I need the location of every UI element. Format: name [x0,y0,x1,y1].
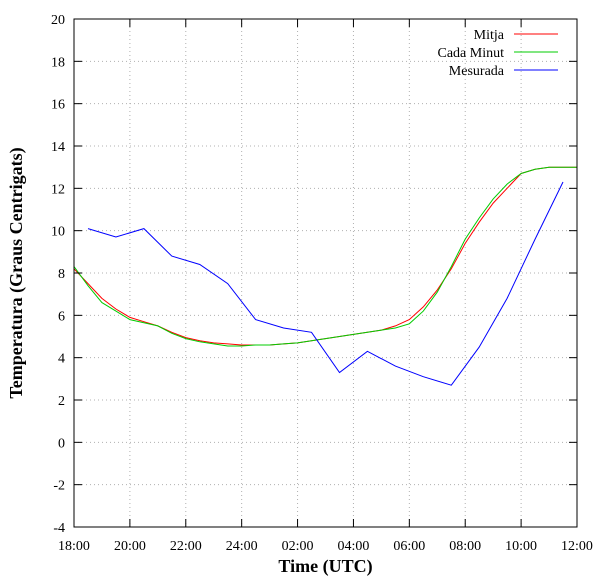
y-tick-label: -4 [53,521,65,536]
y-tick-label: 10 [51,225,65,240]
y-tick-label: 4 [58,352,65,367]
y-tick-label: -2 [53,479,65,494]
x-tick-label: 10:00 [505,539,537,554]
y-tick-label: 6 [58,309,65,324]
y-tick-label: 16 [51,98,65,113]
y-tick-label: 20 [51,13,65,28]
x-tick-label: 24:00 [226,539,258,554]
y-tick-label: 0 [58,436,65,451]
x-tick-label: 22:00 [170,539,202,554]
y-tick-label: 8 [58,267,65,282]
series-lines [73,166,577,386]
plot-border [73,18,578,528]
series-line-mesurada [87,181,564,386]
x-tick-label: 06:00 [393,539,425,554]
y-tick-label: 18 [51,55,65,70]
axis-ticks: -4 -2 0 2 4 6 8 10 12 14 16 18 20 18:00 20:00 22:00 24:0… [51,13,593,554]
legend-label: Cada Minut [438,46,505,61]
x-tick-label: 12:00 [561,539,593,554]
x-axis-title: Time (UTC) [278,556,372,576]
x-tick-label: 08:00 [449,539,481,554]
x-tick-label: 20:00 [114,539,146,554]
series-line-mitja [73,166,577,346]
legend-label: Mesurada [449,64,505,79]
x-tick-label: 18:00 [58,539,90,554]
y-tick-label: 12 [51,182,65,197]
y-tick-label: 14 [51,140,65,155]
y-tick-label: 2 [58,394,65,409]
legend: Mitja Cada Minut Mesurada [438,28,558,79]
series-line-cada-minut [73,166,577,347]
y-axis-title: Temperatura (Graus Centrigats) [6,147,27,398]
grid-lines [74,19,577,527]
x-tick-label: 02:00 [282,539,314,554]
x-tick-label: 04:00 [337,539,369,554]
legend-label: Mitja [474,28,505,43]
